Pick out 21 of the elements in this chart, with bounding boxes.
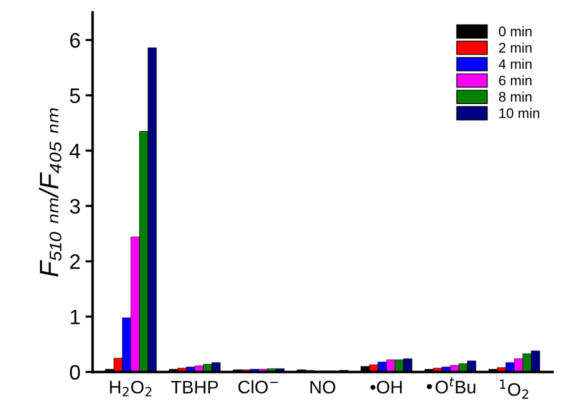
x-tick-label: •OH (370, 380, 402, 394)
y-tick-label: 2 (70, 254, 80, 269)
y-tick-label: 1 (70, 310, 80, 324)
y-axis-title: F₅₁₀ ₙₘ/F₄₀₅ ₙₘ (39, 108, 62, 277)
x-tick-label: ClO$^{−}$ (238, 380, 278, 394)
x-tick-label: NO (310, 380, 336, 394)
legend-label: 4 min (498, 58, 532, 69)
y-tick-label: 3 (70, 198, 80, 214)
legend-label: 2 min (499, 42, 532, 53)
x-tick-label: $^{1}$O$_{2}$ (500, 380, 528, 399)
y-tick-label: 4 (70, 144, 80, 158)
legend-label: 10 min (499, 108, 540, 118)
y-tick-label: 5 (70, 88, 80, 104)
legend-label: 8 min (499, 92, 532, 102)
x-tick-label: •O$^{t}$Bu (426, 377, 476, 394)
legend-label: 6 min (499, 75, 532, 86)
y-tick-label: 0 (70, 364, 80, 380)
y-tick-label: 6 (70, 32, 80, 48)
legend-label: 0 min (498, 26, 532, 36)
x-tick-label: TBHP (171, 380, 218, 394)
x-tick-label: H$_{2}$O$_{2}$ (110, 380, 152, 396)
